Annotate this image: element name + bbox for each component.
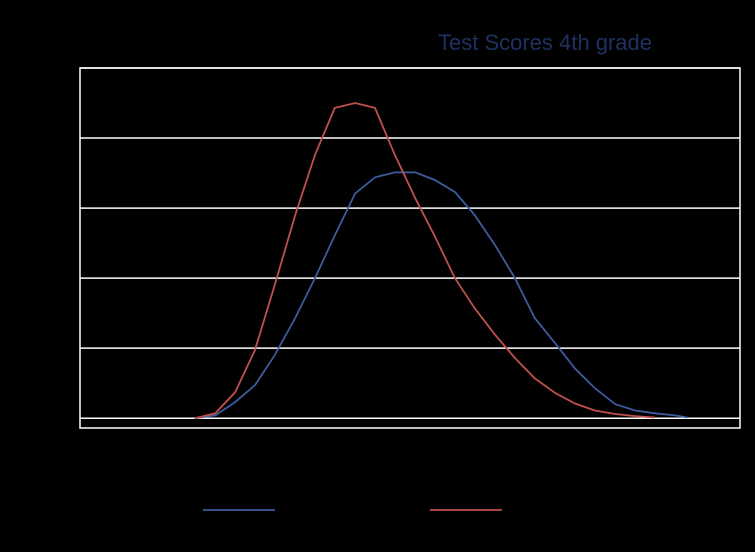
series-line: [194, 102, 655, 420]
chart-title: Test Scores 4th grade: [438, 30, 652, 55]
series-line: [194, 171, 688, 420]
